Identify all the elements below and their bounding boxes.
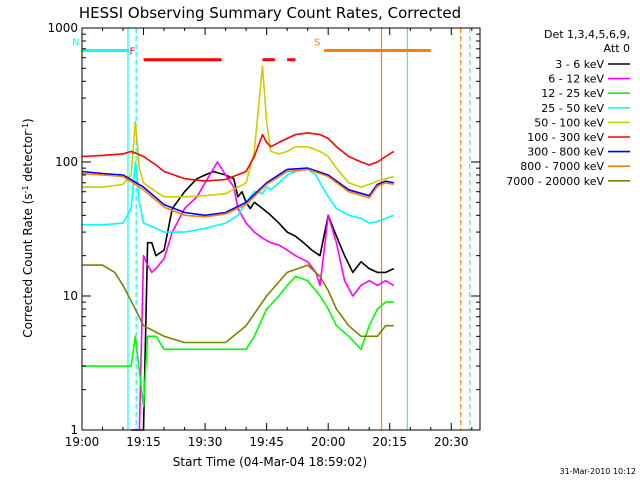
series-line-3 (82, 275, 394, 408)
flag-label-f: F (130, 47, 136, 58)
legend-label-1: 3 - 6 keV (555, 58, 604, 71)
y-tick-label-0: 1 (70, 423, 78, 437)
y-tick-label-3: 1000 (47, 21, 78, 35)
legend-label-9: 7000 - 20000 keV (506, 175, 604, 188)
series-line-7 (81, 167, 394, 217)
x-tick-label-0: 19:00 (65, 435, 100, 449)
y-axis-label: Corrected Count Rate (s-1 detector-1) (21, 118, 36, 337)
plot-area (127, 28, 471, 430)
y-axis-label-mid: detector (21, 131, 35, 186)
series-group (81, 65, 395, 431)
footer-date: 31-Mar-2010 10:12 (560, 467, 637, 476)
flag-label-n: N (72, 37, 79, 48)
legend-header-line1: Det 1,3,4,5,6,9, (544, 28, 630, 41)
x-tick-label-6: 20:30 (434, 435, 469, 449)
series-line-1 (131, 170, 395, 431)
y-tick-label-2: 100 (55, 155, 78, 169)
chart-title: HESSI Observing Summary Count Rates, Cor… (79, 4, 461, 22)
x-axis-label: Start Time (04-Mar-04 18:59:02) (173, 455, 367, 469)
series-line-6 (81, 132, 395, 182)
series-line-9 (82, 264, 394, 344)
x-tick-label-2: 19:30 (188, 435, 223, 449)
series-line-4 (82, 161, 395, 233)
y-axis-label-sup2: -1 (21, 123, 30, 131)
series-line-2 (131, 161, 395, 431)
x-tick-label-1: 19:15 (126, 435, 161, 449)
legend-header-line2: Att 0 (604, 42, 630, 55)
legend: Det 1,3,4,5,6,9, Att 0 3 - 6 keV 6 - 12 k… (506, 28, 630, 188)
x-tick-label-5: 20:15 (372, 435, 407, 449)
y-tick-label-1: 10 (63, 289, 78, 303)
series-line-8 (81, 168, 394, 218)
x-tick-label-3: 19:45 (249, 435, 284, 449)
series-line-5 (82, 65, 395, 198)
flag-label-s: S (314, 37, 320, 48)
legend-label-2: 6 - 12 keV (548, 73, 604, 86)
legend-label-4: 25 - 50 keV (541, 102, 604, 115)
y-axis-label-sup1: -1 (21, 185, 30, 193)
y-axis-label-end: ) (21, 118, 35, 123)
x-tick-label-4: 20:00 (311, 435, 346, 449)
axes: 19:00 19:15 19:30 19:45 20:00 20:15 20:30 1 10 10… (47, 21, 481, 449)
legend-label-7: 300 - 800 keV (527, 146, 604, 159)
plot-frame (81, 27, 481, 431)
legend-label-6: 100 - 300 keV (527, 131, 604, 144)
flag-markers: NFS (72, 37, 431, 62)
legend-label-5: 50 - 100 keV (534, 116, 604, 129)
y-axis-label-main: Corrected Count Rate (s (21, 193, 35, 337)
legend-label-8: 800 - 7000 keV (520, 160, 604, 173)
legend-label-3: 12 - 25 keV (541, 87, 604, 100)
